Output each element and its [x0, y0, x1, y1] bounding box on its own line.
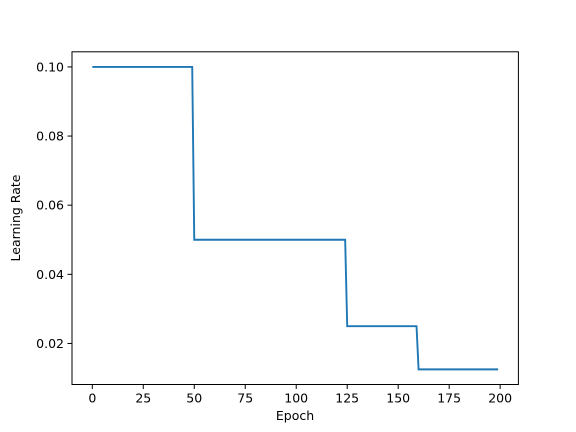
x-tick-label: 25 [135, 391, 151, 406]
x-tick-label: 200 [488, 391, 512, 406]
x-axis-label: Epoch [276, 408, 314, 423]
y-tick-label: 0.06 [36, 198, 64, 213]
y-tick-label: 0.08 [36, 129, 64, 144]
x-tick-label: 150 [386, 391, 410, 406]
y-tick-label: 0.04 [36, 267, 64, 282]
y-tick-label: 0.10 [36, 59, 64, 74]
x-tick-label: 0 [88, 391, 96, 406]
y-axis-label: Learning Rate [8, 174, 23, 261]
y-tick-label: 0.02 [36, 336, 64, 351]
x-tick-label: 75 [237, 391, 253, 406]
x-tick-label: 175 [437, 391, 461, 406]
x-tick-label: 125 [335, 391, 359, 406]
line-series [92, 65, 499, 371]
x-tick-label: 50 [186, 391, 202, 406]
x-tick-label: 100 [284, 391, 308, 406]
axes-frame [71, 51, 519, 386]
